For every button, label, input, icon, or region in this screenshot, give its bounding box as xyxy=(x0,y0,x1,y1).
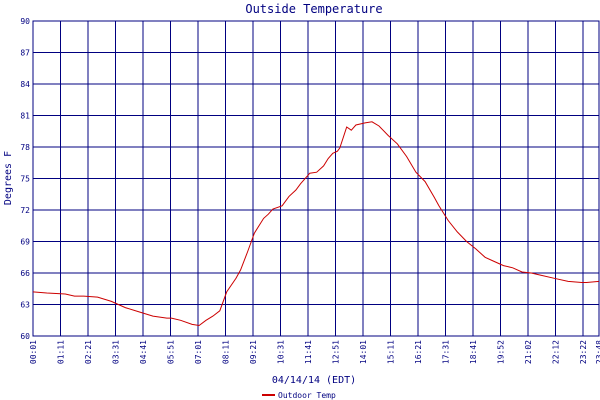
x-tick-label: 03:31 xyxy=(112,340,121,364)
grid-lines xyxy=(33,20,599,337)
x-tick-label: 11:41 xyxy=(304,340,313,364)
y-axis-ticks: 60 63 66 69 72 75 78 81 84 87 90 xyxy=(20,17,30,341)
x-tick-label: 08:11 xyxy=(222,340,231,364)
legend-label: Outdoor Temp xyxy=(278,391,336,400)
y-tick-label: 72 xyxy=(20,206,30,215)
x-tick-label: 01:11 xyxy=(57,340,66,364)
x-tick-label: 12:51 xyxy=(332,340,341,364)
legend: Outdoor Temp xyxy=(262,391,336,400)
x-axis-label: 04/14/14 (EDT) xyxy=(272,375,356,386)
x-tick-label: 15:11 xyxy=(387,340,396,364)
x-tick-label: 19:52 xyxy=(497,340,506,364)
x-tick-label: 00:01 xyxy=(29,340,38,364)
series-layer xyxy=(32,121,600,327)
y-tick-label: 84 xyxy=(20,80,30,89)
x-axis-ticks: 00:01 01:11 02:21 03:31 04:41 05:51 07:01 08:11… xyxy=(29,340,600,364)
x-tick-label: 16:21 xyxy=(414,340,423,364)
y-tick-label: 87 xyxy=(20,49,30,58)
y-tick-label: 90 xyxy=(20,17,30,26)
x-tick-label: 05:51 xyxy=(167,340,176,364)
x-tick-label: 07:01 xyxy=(194,340,203,364)
chart-title: Outside Temperature xyxy=(245,2,382,16)
y-tick-label: 69 xyxy=(20,238,30,247)
x-tick-label: 21:02 xyxy=(524,340,533,364)
x-tick-label: 14:01 xyxy=(359,340,368,364)
x-tick-label: 23:22 xyxy=(579,340,588,364)
x-tick-label: 10:31 xyxy=(277,340,286,364)
x-tick-label: 09:21 xyxy=(249,340,258,364)
y-tick-label: 78 xyxy=(20,143,30,152)
x-tick-label: 04:41 xyxy=(139,340,148,364)
x-tick-label: 23:48 xyxy=(595,340,600,364)
y-axis-label: Degrees F xyxy=(3,151,14,205)
x-tick-label: 18:41 xyxy=(469,340,478,364)
x-tick-label: 17:31 xyxy=(442,340,451,364)
y-tick-label: 75 xyxy=(20,175,30,184)
y-tick-label: 60 xyxy=(20,332,30,341)
x-tick-label: 22:12 xyxy=(552,340,561,364)
y-tick-label: 81 xyxy=(20,112,30,121)
y-tick-label: 63 xyxy=(20,301,30,310)
y-tick-label: 66 xyxy=(20,269,30,278)
x-tick-label: 02:21 xyxy=(84,340,93,364)
series-line-outdoor-temp xyxy=(32,121,600,327)
